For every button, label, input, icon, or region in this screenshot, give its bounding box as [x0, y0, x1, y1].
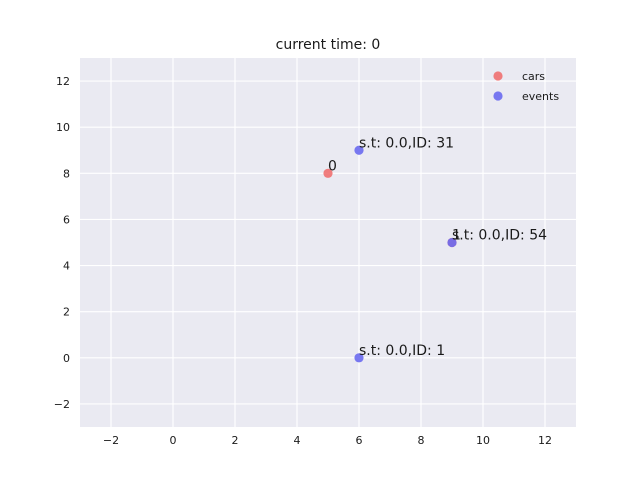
legend: cars events — [493, 70, 559, 103]
events-point — [447, 237, 457, 248]
cars-point — [323, 168, 333, 178]
y-tick-label: 4 — [63, 260, 70, 273]
x-tick-label: −2 — [103, 434, 119, 447]
cars-point-label: 1 — [452, 228, 461, 244]
y-tick-label: 6 — [63, 213, 70, 226]
legend-marker-events — [493, 91, 503, 101]
y-tick-label: 10 — [56, 121, 70, 134]
y-tick-label: 8 — [63, 167, 70, 180]
legend-label-cars: cars — [522, 70, 545, 83]
x-tick-label: 10 — [476, 434, 490, 447]
x-tick-label: 4 — [294, 434, 301, 447]
legend-label-events: events — [522, 90, 559, 103]
events-point-label: s.t: 0.0,ID: 1 — [359, 343, 445, 359]
cars-point-label: 0 — [328, 158, 337, 174]
x-tick-label: 12 — [538, 434, 552, 447]
y-tick-label: 0 — [63, 352, 70, 365]
events-point — [354, 145, 364, 155]
x-tick-label: 0 — [170, 434, 177, 447]
data-points — [323, 145, 457, 363]
y-tick-label: −2 — [54, 398, 70, 411]
events-point — [354, 353, 364, 363]
y-tick-label: 2 — [63, 306, 70, 319]
plot-area — [80, 58, 576, 427]
x-tick-label: 6 — [356, 434, 363, 447]
x-tick-label: 8 — [418, 434, 425, 447]
point-annotations: 0 1 s.t: 0.0,ID: 31 s.t: 0.0,ID: 54 s.t: 0.0… — [328, 135, 547, 359]
chart-title: current time: 0 — [276, 37, 381, 53]
y-axis-ticks: −2 0 2 4 6 8 10 12 — [54, 75, 70, 411]
y-tick-label: 12 — [56, 75, 70, 88]
legend-marker-cars — [493, 71, 503, 81]
events-point-label: s.t: 0.0,ID: 54 — [452, 228, 547, 244]
events-point-label: s.t: 0.0,ID: 31 — [359, 135, 454, 151]
x-tick-label: 2 — [232, 434, 239, 447]
x-axis-ticks: −2 0 2 4 6 8 10 12 — [103, 434, 552, 447]
